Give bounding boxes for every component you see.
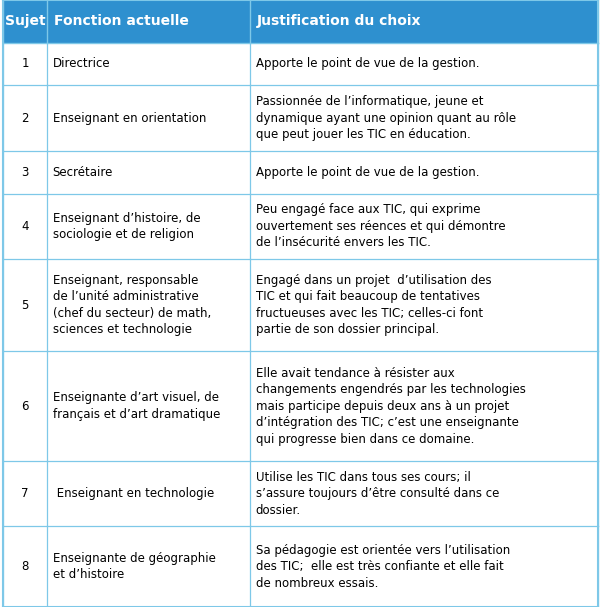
Bar xyxy=(4,151,598,194)
Text: 7: 7 xyxy=(21,487,29,500)
Text: Elle avait tendance à résister aux
changements engendrés par les technologies
ma: Elle avait tendance à résister aux chang… xyxy=(256,367,526,446)
Bar xyxy=(4,259,598,351)
Text: 8: 8 xyxy=(22,560,29,573)
Bar xyxy=(4,461,598,526)
Text: Enseignant en technologie: Enseignant en technologie xyxy=(53,487,214,500)
Text: Justification du choix: Justification du choix xyxy=(257,15,422,29)
Bar xyxy=(4,85,598,151)
Bar xyxy=(4,351,598,461)
Text: 1: 1 xyxy=(21,58,29,70)
Text: Enseignant, responsable
de l’unité administrative
(chef du secteur) de math,
sci: Enseignant, responsable de l’unité admin… xyxy=(53,274,211,336)
Text: Enseignant en orientation: Enseignant en orientation xyxy=(53,112,206,124)
Text: Apporte le point de vue de la gestion.: Apporte le point de vue de la gestion. xyxy=(256,166,479,178)
Text: Sujet: Sujet xyxy=(5,15,46,29)
Text: 6: 6 xyxy=(21,399,29,413)
Text: Peu engagé face aux TIC, qui exprime
ouvertement ses réences et qui démontre
de : Peu engagé face aux TIC, qui exprime ouv… xyxy=(256,203,505,249)
Text: Enseignant d’histoire, de
sociologie et de religion: Enseignant d’histoire, de sociologie et … xyxy=(53,212,200,241)
Bar xyxy=(4,42,598,85)
Bar xyxy=(4,0,598,42)
Text: 3: 3 xyxy=(22,166,29,178)
Bar xyxy=(4,526,598,607)
Bar xyxy=(4,194,598,259)
Text: Utilise les TIC dans tous ses cours; il
s’assure toujours d’être consulté dans c: Utilise les TIC dans tous ses cours; il … xyxy=(256,470,499,517)
Text: Secrétaire: Secrétaire xyxy=(53,166,113,178)
Text: Sa pédagogie est orientée vers l’utilisation
des TIC;  elle est très confiante e: Sa pédagogie est orientée vers l’utilisa… xyxy=(256,544,510,589)
Text: 5: 5 xyxy=(22,299,29,312)
Text: Passionnée de l’informatique, jeune et
dynamique ayant une opinion quant au rôle: Passionnée de l’informatique, jeune et d… xyxy=(256,95,516,141)
Text: Directrice: Directrice xyxy=(53,58,110,70)
Text: Fonction actuelle: Fonction actuelle xyxy=(54,15,189,29)
Text: Enseignante d’art visuel, de
français et d’art dramatique: Enseignante d’art visuel, de français et… xyxy=(53,392,220,421)
Text: Enseignante de géographie
et d’histoire: Enseignante de géographie et d’histoire xyxy=(53,552,215,582)
Text: Engagé dans un projet  d’utilisation des
TIC et qui fait beaucoup de tentatives
: Engagé dans un projet d’utilisation des … xyxy=(256,274,491,336)
Text: 2: 2 xyxy=(21,112,29,124)
Text: Apporte le point de vue de la gestion.: Apporte le point de vue de la gestion. xyxy=(256,58,479,70)
Text: 4: 4 xyxy=(21,220,29,233)
